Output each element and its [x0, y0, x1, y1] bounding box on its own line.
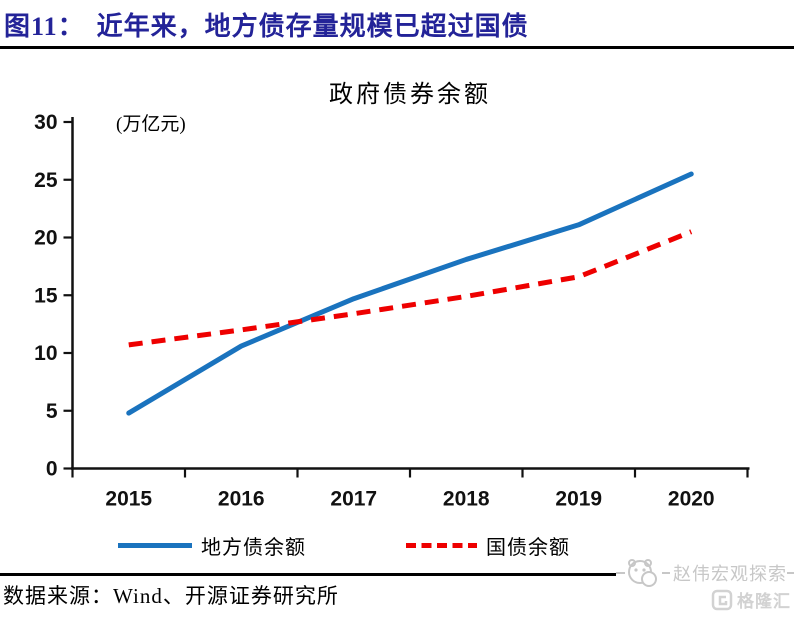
x-tick-label: 2018 — [443, 488, 490, 511]
legend-swatch-solid-line — [118, 542, 192, 548]
x-tick-label: 2017 — [330, 488, 377, 511]
x-tick-label: 2019 — [555, 488, 602, 511]
legend-swatch-dashed-line — [406, 542, 477, 548]
watermark-dash — [662, 572, 670, 574]
y-tick-label: 10 — [34, 342, 57, 365]
y-tick-label: 5 — [46, 400, 58, 423]
legend-label-local-debt: 地方债余额 — [201, 536, 306, 559]
x-tick-label: 2020 — [668, 488, 715, 511]
figure-number: 图11： — [4, 12, 85, 41]
y-tick-label: 20 — [34, 227, 57, 250]
figure-title: 近年来，地方债存量规模已超过国债 — [96, 12, 529, 41]
series-line-national-debt — [128, 229, 693, 348]
watermark-brand-text: 赵伟宏观探索 — [673, 564, 787, 584]
footer-divider — [0, 573, 794, 576]
panda-logo-icon — [628, 559, 657, 587]
y-tick-label: 25 — [34, 169, 58, 192]
watermark-dash — [616, 572, 625, 574]
watermark-brand: 赵伟宏观探索 — [616, 556, 794, 590]
watermark-gelonghui: 格隆汇 — [711, 587, 791, 612]
legend-item-national-debt: 国债余额 — [406, 531, 570, 559]
gelonghui-logo-icon — [711, 589, 733, 610]
y-tick-label: 30 — [34, 111, 57, 134]
x-tick-label: 2016 — [218, 488, 265, 511]
gelonghui-logo-text: 格隆汇 — [737, 592, 791, 611]
y-axis-unit-label: (万亿元) — [116, 114, 186, 135]
figure-header: 图11： 近年来，地方债存量规模已超过国债 — [4, 6, 529, 43]
y-tick-label: 0 — [46, 458, 58, 481]
header-divider — [0, 46, 794, 49]
data-source-text: 数据来源：Wind、开源证券研究所 — [3, 584, 339, 608]
chart-title: 政府债券余额 — [329, 82, 491, 108]
legend-label-national-debt: 国债余额 — [486, 536, 570, 559]
x-tick-label: 2015 — [105, 488, 152, 511]
legend-item-local-debt: 地方债余额 — [118, 531, 306, 559]
series-line-local-debt — [126, 171, 694, 416]
y-tick-label: 15 — [34, 284, 58, 307]
watermark-dash — [787, 572, 794, 574]
